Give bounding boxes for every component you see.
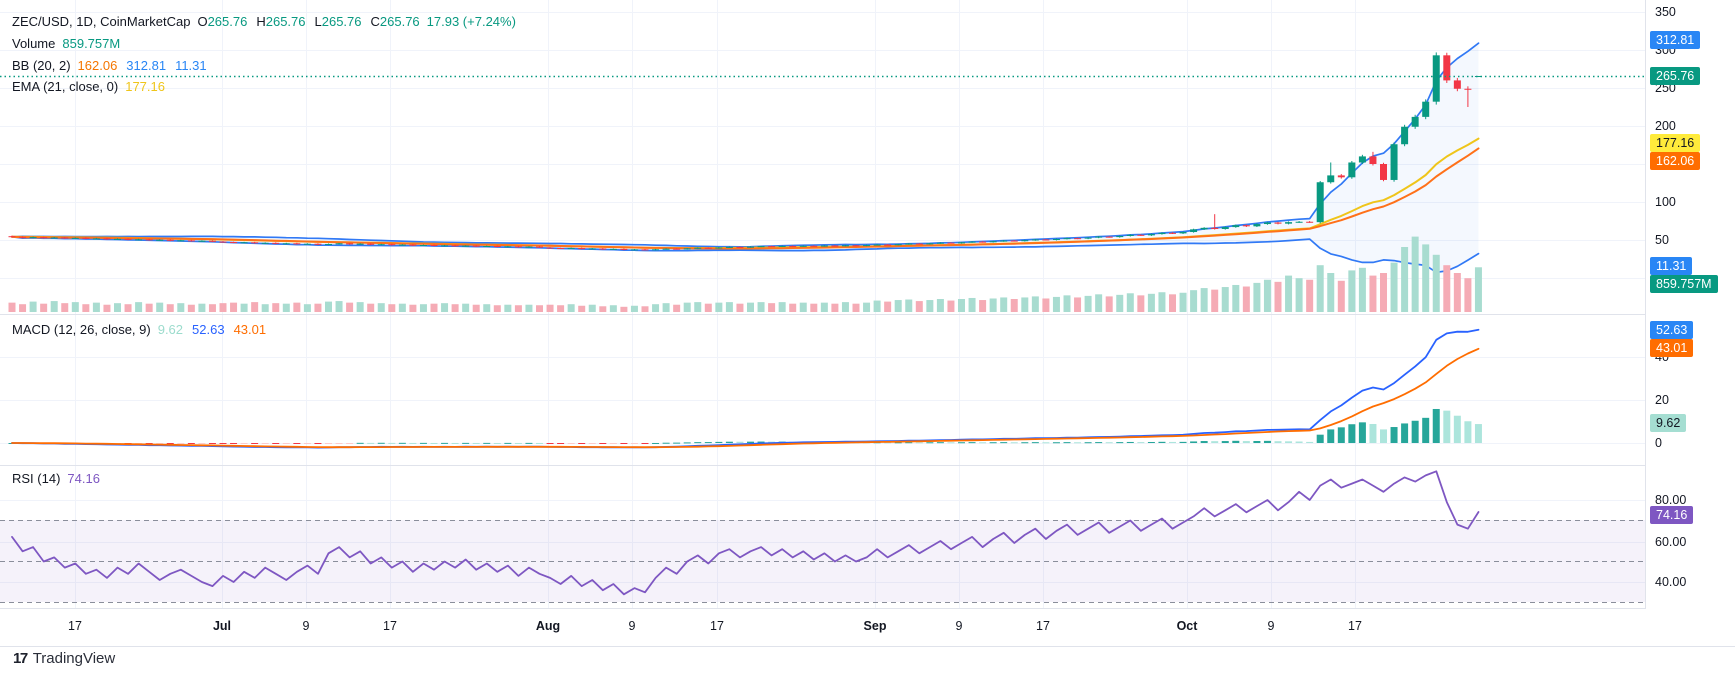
time-tick-label: 9	[628, 619, 636, 633]
bb-value: 11.31	[175, 58, 207, 73]
time-axis[interactable]: 17 Jul 9 17 Aug 9 17 Sep 9 17 Oct 9 17	[0, 609, 1646, 646]
bb-legend-row[interactable]: BB (20, 2) 162.06 312.81 11.31	[12, 57, 207, 75]
price-tick-label: 80.00	[1655, 493, 1687, 507]
ohlc-item: O265.76	[197, 13, 247, 31]
time-tick-label: Aug	[535, 619, 561, 633]
price-scale[interactable]: 350 300 250 200 100 50 40 20 0 80.00 60.00 40.00 312…	[1646, 0, 1735, 645]
macd-pane	[8, 328, 1482, 449]
candles	[8, 52, 1482, 251]
price-badge: 43.01	[1650, 339, 1694, 357]
price-tick-label: 100	[1655, 195, 1676, 209]
time-tick-label: 17	[68, 619, 82, 633]
macd-value: 9.62	[157, 322, 184, 337]
price-badge: 859.757M	[1650, 275, 1718, 293]
price-badge: 11.31	[1650, 257, 1693, 275]
time-tick-label: 17	[1348, 619, 1362, 633]
time-tick-label: 17	[1036, 619, 1050, 633]
grid	[0, 0, 1645, 608]
ema-legend-row[interactable]: EMA (21, close, 0) 177.16	[12, 78, 165, 96]
time-tick-label: 17	[710, 619, 724, 633]
tradingview-logo-icon: 17	[13, 650, 28, 667]
price-tick-label: 200	[1655, 119, 1676, 133]
symbol-legend-row[interactable]: ZEC/USD, 1D, CoinMarketCap O265.76 H265.7…	[12, 13, 516, 31]
ohlc-key: L	[314, 14, 322, 29]
volume-histogram	[8, 236, 1482, 312]
price-badge: 52.63	[1650, 321, 1694, 339]
rsi-label: RSI (14)	[12, 471, 61, 486]
bb-values: 162.06 312.81 11.31	[78, 57, 207, 75]
bb-value: 162.06	[77, 58, 118, 73]
price-tick-label: 50	[1655, 233, 1669, 247]
rsi-band	[0, 520, 1645, 603]
ema-value: 177.16	[125, 79, 165, 94]
pane-separators	[0, 0, 1735, 647]
rsi-value: 74.16	[67, 471, 100, 486]
ohlc-value: 265.76	[379, 14, 420, 29]
price-badge: 74.16	[1650, 506, 1694, 524]
time-tick-label: Oct	[1176, 619, 1198, 633]
change-value: 17.93 (+7.24%)	[426, 14, 516, 29]
bb-value: 312.81	[126, 58, 167, 73]
ohlc-value: 265.76	[265, 14, 306, 29]
ohlc-key: O	[197, 14, 208, 29]
price-badge: 9.62	[1650, 414, 1687, 432]
macd-legend-row[interactable]: MACD (12, 26, close, 9) 9.62 52.63 43.01	[12, 321, 266, 339]
symbol-title[interactable]: ZEC/USD, 1D, CoinMarketCap	[12, 14, 191, 29]
ohlc-values: O265.76 H265.76 L265.76 C265.76	[197, 13, 419, 31]
ohlc-key: C	[370, 14, 380, 29]
time-tick-label: Sep	[863, 619, 887, 633]
macd-label: MACD (12, 26, close, 9)	[12, 322, 151, 337]
price-tick-label: 60.00	[1655, 535, 1687, 549]
time-tick-label: Jul	[212, 619, 232, 633]
tradingview-logo-text: TradingView	[32, 650, 116, 667]
macd-values: 9.62 52.63 43.01	[158, 321, 266, 339]
time-tick-label: 9	[302, 619, 310, 633]
bb-label: BB (20, 2)	[12, 58, 71, 73]
time-tick-label: 9	[1267, 619, 1275, 633]
price-badge: 265.76	[1650, 67, 1701, 85]
volume-label: Volume	[12, 36, 56, 51]
volume-value: 859.757M	[62, 36, 121, 51]
rsi-pane	[11, 470, 1480, 596]
time-tick-label: 9	[955, 619, 963, 633]
tradingview-logo[interactable]: 17 TradingView	[13, 650, 115, 667]
ohlc-item: L265.76	[315, 13, 362, 31]
ohlc-item: C265.76	[371, 13, 420, 31]
macd-value: 43.01	[233, 322, 267, 337]
ohlc-key: H	[256, 14, 266, 29]
ohlc-value: 265.76	[321, 14, 362, 29]
price-badge: 312.81	[1650, 31, 1701, 49]
time-tick-label: 17	[383, 619, 397, 633]
rsi-legend-row[interactable]: RSI (14) 74.16	[12, 470, 100, 488]
price-pane	[11, 42, 1480, 274]
price-badge: 177.16	[1650, 134, 1701, 152]
price-tick-label: 20	[1655, 393, 1669, 407]
macd-value: 52.63	[192, 322, 225, 337]
price-badge: 162.06	[1650, 152, 1701, 170]
ema-label: EMA (21, close, 0)	[12, 79, 119, 94]
price-tick-label: 350	[1655, 5, 1676, 19]
volume-legend-row[interactable]: Volume 859.757M	[12, 35, 120, 53]
price-tick-label: 40.00	[1655, 575, 1687, 589]
ohlc-item: H265.76	[256, 13, 305, 31]
ohlc-value: 265.76	[207, 14, 248, 29]
price-tick-label: 0	[1655, 436, 1662, 450]
